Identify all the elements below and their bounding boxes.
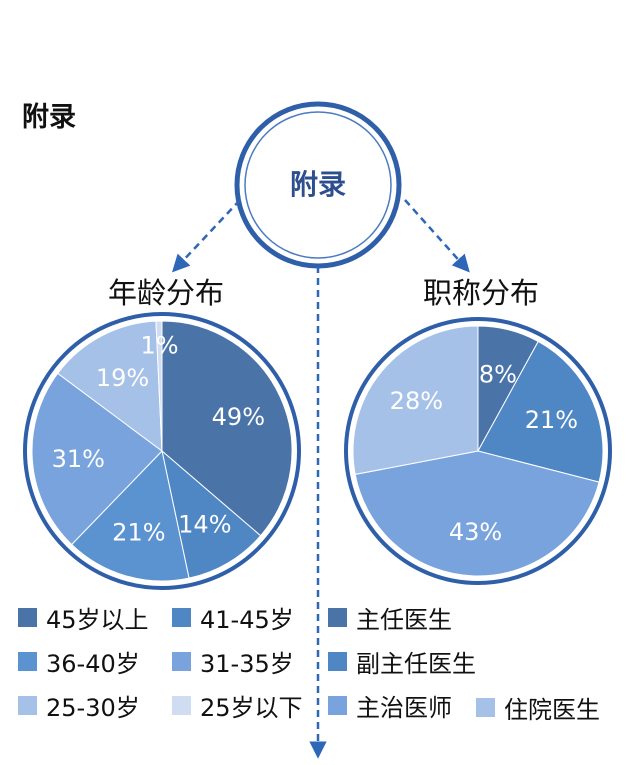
age-legend-swatch-1 [172,608,191,627]
title-legend-item-0: 主任医生 [328,600,452,635]
title-pie-slice-3 [352,325,479,476]
title-chart-title: 职称分布 [423,276,539,310]
arrow-to-age [172,199,241,273]
age-pie-slice-3 [31,372,163,546]
age-legend-label-0: 45岁以上 [46,606,149,634]
title-legend-item-1: 副主任医生 [328,644,476,679]
age-pie-slice-1 [161,449,262,579]
title-legend-swatch-1 [328,652,347,671]
title-pie-slice-label-3: 28% [390,387,443,415]
age-pie-slice-0 [161,320,293,537]
age-legend-swatch-4 [18,696,37,715]
age-legend-swatch-2 [18,652,37,671]
age-legend-label-5: 25岁以下 [200,694,303,722]
age-legend-item-3: 31-35岁 [172,644,294,679]
age-legend-swatch-3 [172,652,191,671]
age-chart-title: 年龄分布 [108,276,224,310]
age-legend-label-4: 25-30岁 [46,694,140,722]
title-pie-slice-2 [354,450,600,577]
age-legend-item-0: 45岁以上 [18,600,149,635]
center-node: 附录 [234,101,402,269]
center-node-inner-ring [244,111,392,259]
title-legend-label-0: 主任医生 [356,606,452,634]
title-pie-slice-label-0: 8% [479,361,517,389]
age-pie-slice-2 [70,449,190,582]
age-legend-item-5: 25岁以下 [172,688,303,723]
title-legend-swatch-2 [328,696,347,715]
title-pie-slice-1 [477,340,604,483]
title-pie-slice-label-1: 21% [525,406,578,434]
age-pie-slice-label-3: 31% [52,445,105,473]
age-legend-label-1: 41-45岁 [200,606,294,634]
age-pie-slice-label-1: 14% [178,510,231,538]
arrow-to-title [404,199,470,273]
age-legend-item-2: 36-40岁 [18,644,140,679]
title-pie-slice-label-2: 43% [449,518,502,546]
age-legend-label-2: 36-40岁 [46,650,140,678]
age-legend-swatch-5 [172,696,191,715]
title-legend-swatch-3 [476,698,495,717]
title-legend-item-3: 住院医生 [476,690,600,725]
age-pie-slice-4 [57,320,163,453]
age-pie-slice-5 [155,320,163,452]
age-legend-item-1: 41-45岁 [172,600,294,635]
title-legend-label-2: 主治医师 [356,694,452,722]
center-node-label: 附录 [290,168,346,201]
age-pie-slice-label-0: 49% [212,403,265,431]
age-legend-label-3: 31-35岁 [200,650,294,678]
age-pie-slice-label-2: 21% [112,519,165,547]
age-legend-swatch-0 [18,608,37,627]
age-legend-item-4: 25-30岁 [18,688,140,723]
title-legend-item-2: 主治医师 [328,688,452,723]
age-pie-slice-label-5: 1% [140,331,178,359]
page-heading: 附录 [22,102,76,133]
age-pie: 49% 14% 21% 31% 19% 1% [31,320,293,582]
title-legend-swatch-0 [328,608,347,627]
title-legend-label-3: 住院医生 [504,696,600,724]
title-pie: 8% 21% 43% 28% [352,325,604,577]
title-legend-label-1: 副主任医生 [356,650,476,678]
age-pie-slice-label-4: 19% [96,364,149,392]
